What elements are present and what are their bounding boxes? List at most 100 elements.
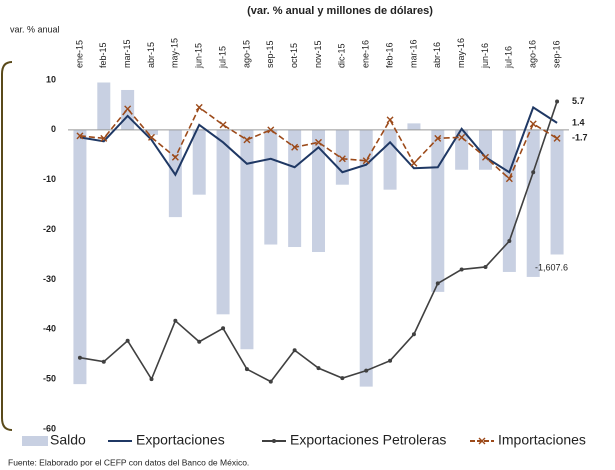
x-tick-label: abr-15 xyxy=(146,42,156,68)
x-tick-label: oct-15 xyxy=(289,43,299,68)
source-note: Fuente: Elaborado por el CEFP con datos … xyxy=(8,457,249,467)
legend-label: Exportaciones Petroleras xyxy=(290,432,446,448)
bar xyxy=(73,129,87,385)
point-marker xyxy=(100,134,108,142)
x-tick-label: sep-15 xyxy=(265,40,275,68)
x-tick-label: feb-15 xyxy=(98,42,108,68)
legend-label: Exportaciones xyxy=(136,432,225,448)
chart-subtitle: (var. % anual y millones de dólares) xyxy=(247,5,433,17)
x-tick-label: feb-16 xyxy=(384,42,394,68)
point-marker xyxy=(483,264,488,269)
point-marker xyxy=(386,116,394,124)
bar xyxy=(479,129,492,170)
point-marker xyxy=(482,153,489,161)
x-tick-label: ago-16 xyxy=(528,40,538,68)
x-tick-label: jul-16 xyxy=(504,46,514,69)
frame-bracket xyxy=(1,61,13,431)
point-marker xyxy=(244,367,249,372)
point-marker xyxy=(267,126,275,134)
legend-marker xyxy=(478,437,486,445)
point-marker xyxy=(364,368,369,373)
point-marker xyxy=(410,159,418,167)
point-marker xyxy=(173,318,178,323)
point-marker xyxy=(76,132,84,140)
point-marker xyxy=(531,170,536,175)
point-marker xyxy=(458,133,466,141)
bar xyxy=(240,129,254,350)
y-tick-label: -60 xyxy=(43,423,56,433)
bar xyxy=(550,129,564,255)
data-label: -1.7 xyxy=(572,133,588,143)
series-line xyxy=(79,106,558,181)
x-tick-label: sep-16 xyxy=(551,40,561,68)
x-tick-label: ene-15 xyxy=(74,40,84,68)
x-tick-label: ene-16 xyxy=(361,40,371,68)
point-marker xyxy=(243,136,251,144)
point-marker xyxy=(149,377,154,382)
bar xyxy=(145,129,158,135)
bar xyxy=(288,129,302,248)
legend-marker xyxy=(272,439,276,443)
point-marker xyxy=(148,133,155,141)
point-marker xyxy=(195,103,203,111)
point-marker xyxy=(507,239,512,244)
point-marker xyxy=(529,120,537,128)
y-axis-label: var. % anual xyxy=(10,24,60,34)
series-line xyxy=(79,105,558,177)
point-marker xyxy=(362,157,370,165)
point-marker xyxy=(459,267,464,272)
annotation: -1,607.6 xyxy=(535,262,568,272)
point-marker xyxy=(219,121,227,129)
point-marker xyxy=(77,355,82,360)
point-marker xyxy=(171,153,179,161)
point-marker xyxy=(291,143,299,151)
x-tick-label: mar-16 xyxy=(408,39,418,68)
point-marker xyxy=(340,376,345,381)
x-tick-label: jul-15 xyxy=(217,46,227,69)
legend-swatch xyxy=(22,436,48,446)
legend-label: Saldo xyxy=(50,432,86,448)
bar xyxy=(192,129,206,195)
y-tick-label: 0 xyxy=(51,124,56,134)
legend-label: Importaciones xyxy=(498,432,586,448)
point-marker xyxy=(555,99,560,104)
bar xyxy=(502,129,516,272)
point-marker xyxy=(435,281,440,286)
y-tick-label: -10 xyxy=(43,174,56,184)
x-tick-label: nov-15 xyxy=(313,40,323,68)
bar xyxy=(335,129,349,185)
x-tick-label: ago-15 xyxy=(241,40,251,68)
y-tick-label: -50 xyxy=(43,374,56,384)
point-marker xyxy=(434,134,442,142)
x-tick-label: dic-15 xyxy=(337,43,347,68)
point-marker xyxy=(197,339,202,344)
point-marker xyxy=(388,358,393,363)
x-tick-label: may-15 xyxy=(170,38,180,68)
y-tick-label: -40 xyxy=(43,324,56,334)
point-marker xyxy=(315,138,322,146)
x-tick-label: mar-15 xyxy=(122,39,132,68)
bar xyxy=(431,129,445,292)
point-marker xyxy=(505,175,513,183)
point-marker xyxy=(221,326,226,331)
data-label: 5.7 xyxy=(572,96,585,106)
bar xyxy=(216,129,230,315)
x-tick-label: jun-15 xyxy=(194,43,204,69)
point-marker xyxy=(411,332,416,337)
bar xyxy=(97,82,111,130)
data-label: 1.4 xyxy=(572,117,585,127)
point-marker xyxy=(338,155,346,163)
bar xyxy=(526,129,540,277)
point-marker xyxy=(316,366,321,371)
point-marker xyxy=(553,134,561,142)
y-tick-label: -30 xyxy=(43,274,56,284)
point-marker xyxy=(292,348,297,353)
x-tick-label: abr-16 xyxy=(432,42,442,68)
x-tick-label: jun-16 xyxy=(480,43,490,69)
y-tick-label: 10 xyxy=(46,74,56,84)
point-marker xyxy=(125,338,130,343)
bar xyxy=(121,89,135,130)
bar xyxy=(264,129,278,245)
bar xyxy=(312,129,325,253)
